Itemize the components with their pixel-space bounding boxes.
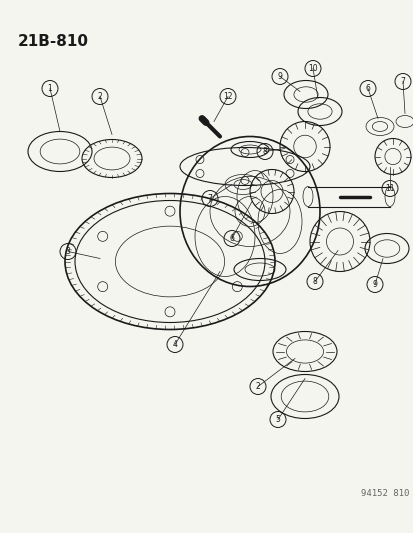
Text: 7: 7	[400, 77, 404, 86]
Text: 6: 6	[229, 234, 234, 243]
Text: 5: 5	[275, 415, 280, 424]
Text: 10: 10	[307, 64, 317, 73]
Text: 2: 2	[255, 382, 260, 391]
Text: 8: 8	[312, 277, 317, 286]
Text: 4: 4	[172, 340, 177, 349]
Text: 9: 9	[277, 72, 282, 81]
Text: 21B-810: 21B-810	[18, 35, 89, 50]
Text: 11: 11	[385, 184, 394, 193]
Text: 8: 8	[262, 147, 267, 156]
Text: 12: 12	[223, 92, 232, 101]
Text: 9: 9	[372, 280, 377, 289]
Text: 94152 810: 94152 810	[360, 489, 408, 498]
Text: 7: 7	[207, 194, 212, 203]
Text: 1: 1	[47, 84, 52, 93]
Text: 6: 6	[365, 84, 370, 93]
Text: 2: 2	[97, 92, 102, 101]
Text: 3: 3	[65, 247, 70, 256]
